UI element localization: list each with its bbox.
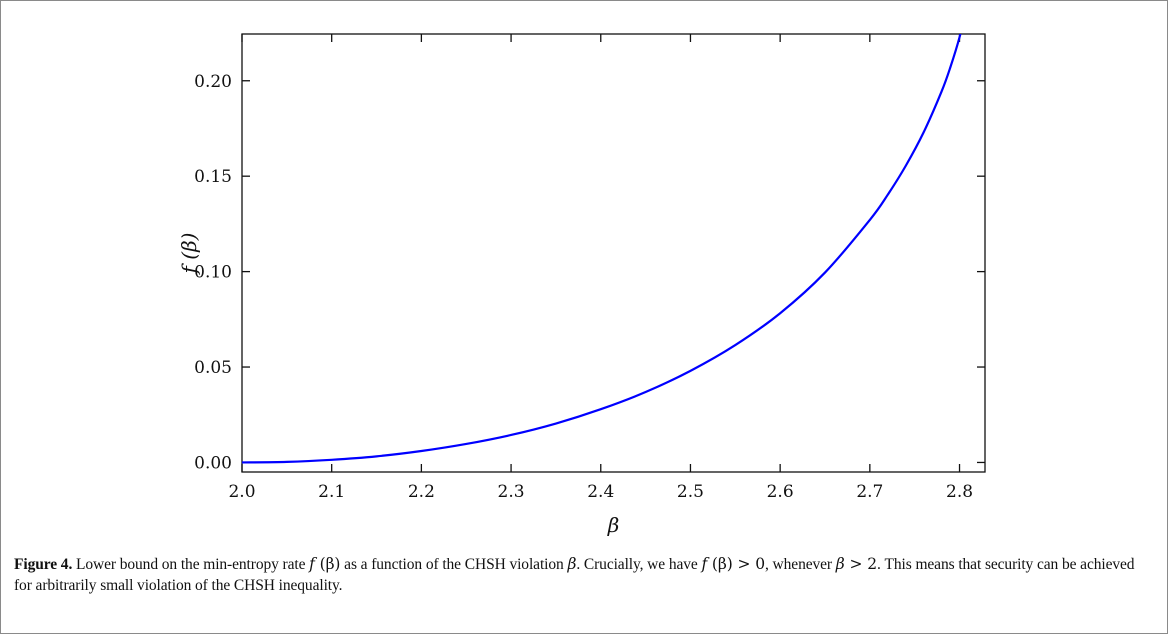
x-tick-label: 2.3 bbox=[498, 482, 525, 502]
x-tick-label: 2.4 bbox=[587, 482, 614, 502]
figure-caption: Figure 4. Lower bound on the min-entropy… bbox=[14, 554, 1154, 596]
tick-labels: 2.0 2.1 2.2 2.3 2.4 2.5 2.6 2.7 2.8 0.00 0.05 0.10 0… bbox=[194, 72, 973, 502]
axis-ticks bbox=[241, 34, 985, 472]
x-tick-label: 2.5 bbox=[677, 482, 704, 502]
y-tick-label: 0.05 bbox=[194, 358, 232, 378]
caption-segment: β bbox=[567, 555, 577, 573]
caption-segment: . Crucially, we have bbox=[576, 556, 702, 573]
caption-segment: . This means that security can be achiev… bbox=[14, 556, 1135, 594]
line-chart: 2.0 2.1 2.2 2.3 2.4 2.5 2.6 2.7 2.8 0.00 0.05 0.10 0… bbox=[177, 33, 986, 537]
x-tick-label: 2.2 bbox=[408, 482, 435, 502]
figure-label: Figure 4. bbox=[14, 556, 73, 573]
x-tick-label: 2.7 bbox=[856, 482, 883, 502]
y-tick-label: 0.20 bbox=[194, 72, 232, 92]
caption-text: Lower bound on the min-entropy rate f (β… bbox=[14, 555, 1135, 594]
caption-segment: as a function of the CHSH violation bbox=[340, 556, 568, 573]
caption-segment: , whenever bbox=[765, 556, 836, 573]
y-tick-label: 0.00 bbox=[194, 453, 232, 473]
caption-segment: Lower bound on the min-entropy rate bbox=[72, 556, 310, 573]
x-tick-label: 2.6 bbox=[767, 482, 794, 502]
caption-segment: > 2 bbox=[844, 555, 877, 573]
caption-segment: (β) > 0 bbox=[707, 555, 765, 573]
caption-segment: (β) bbox=[314, 555, 341, 573]
series-line bbox=[242, 34, 962, 464]
y-tick-label: 0.10 bbox=[194, 263, 232, 283]
x-tick-label: 2.0 bbox=[228, 482, 255, 502]
caption-segment: f bbox=[701, 555, 708, 573]
y-axis-label: f (β) bbox=[177, 233, 201, 276]
plot-area bbox=[241, 33, 986, 473]
x-tick-label: 2.8 bbox=[946, 482, 973, 502]
y-tick-label: 0.15 bbox=[194, 167, 232, 187]
caption-segment: f bbox=[309, 555, 315, 573]
x-axis-label: β bbox=[607, 513, 620, 537]
x-tick-label: 2.1 bbox=[318, 482, 345, 502]
caption-segment: β bbox=[835, 555, 845, 573]
